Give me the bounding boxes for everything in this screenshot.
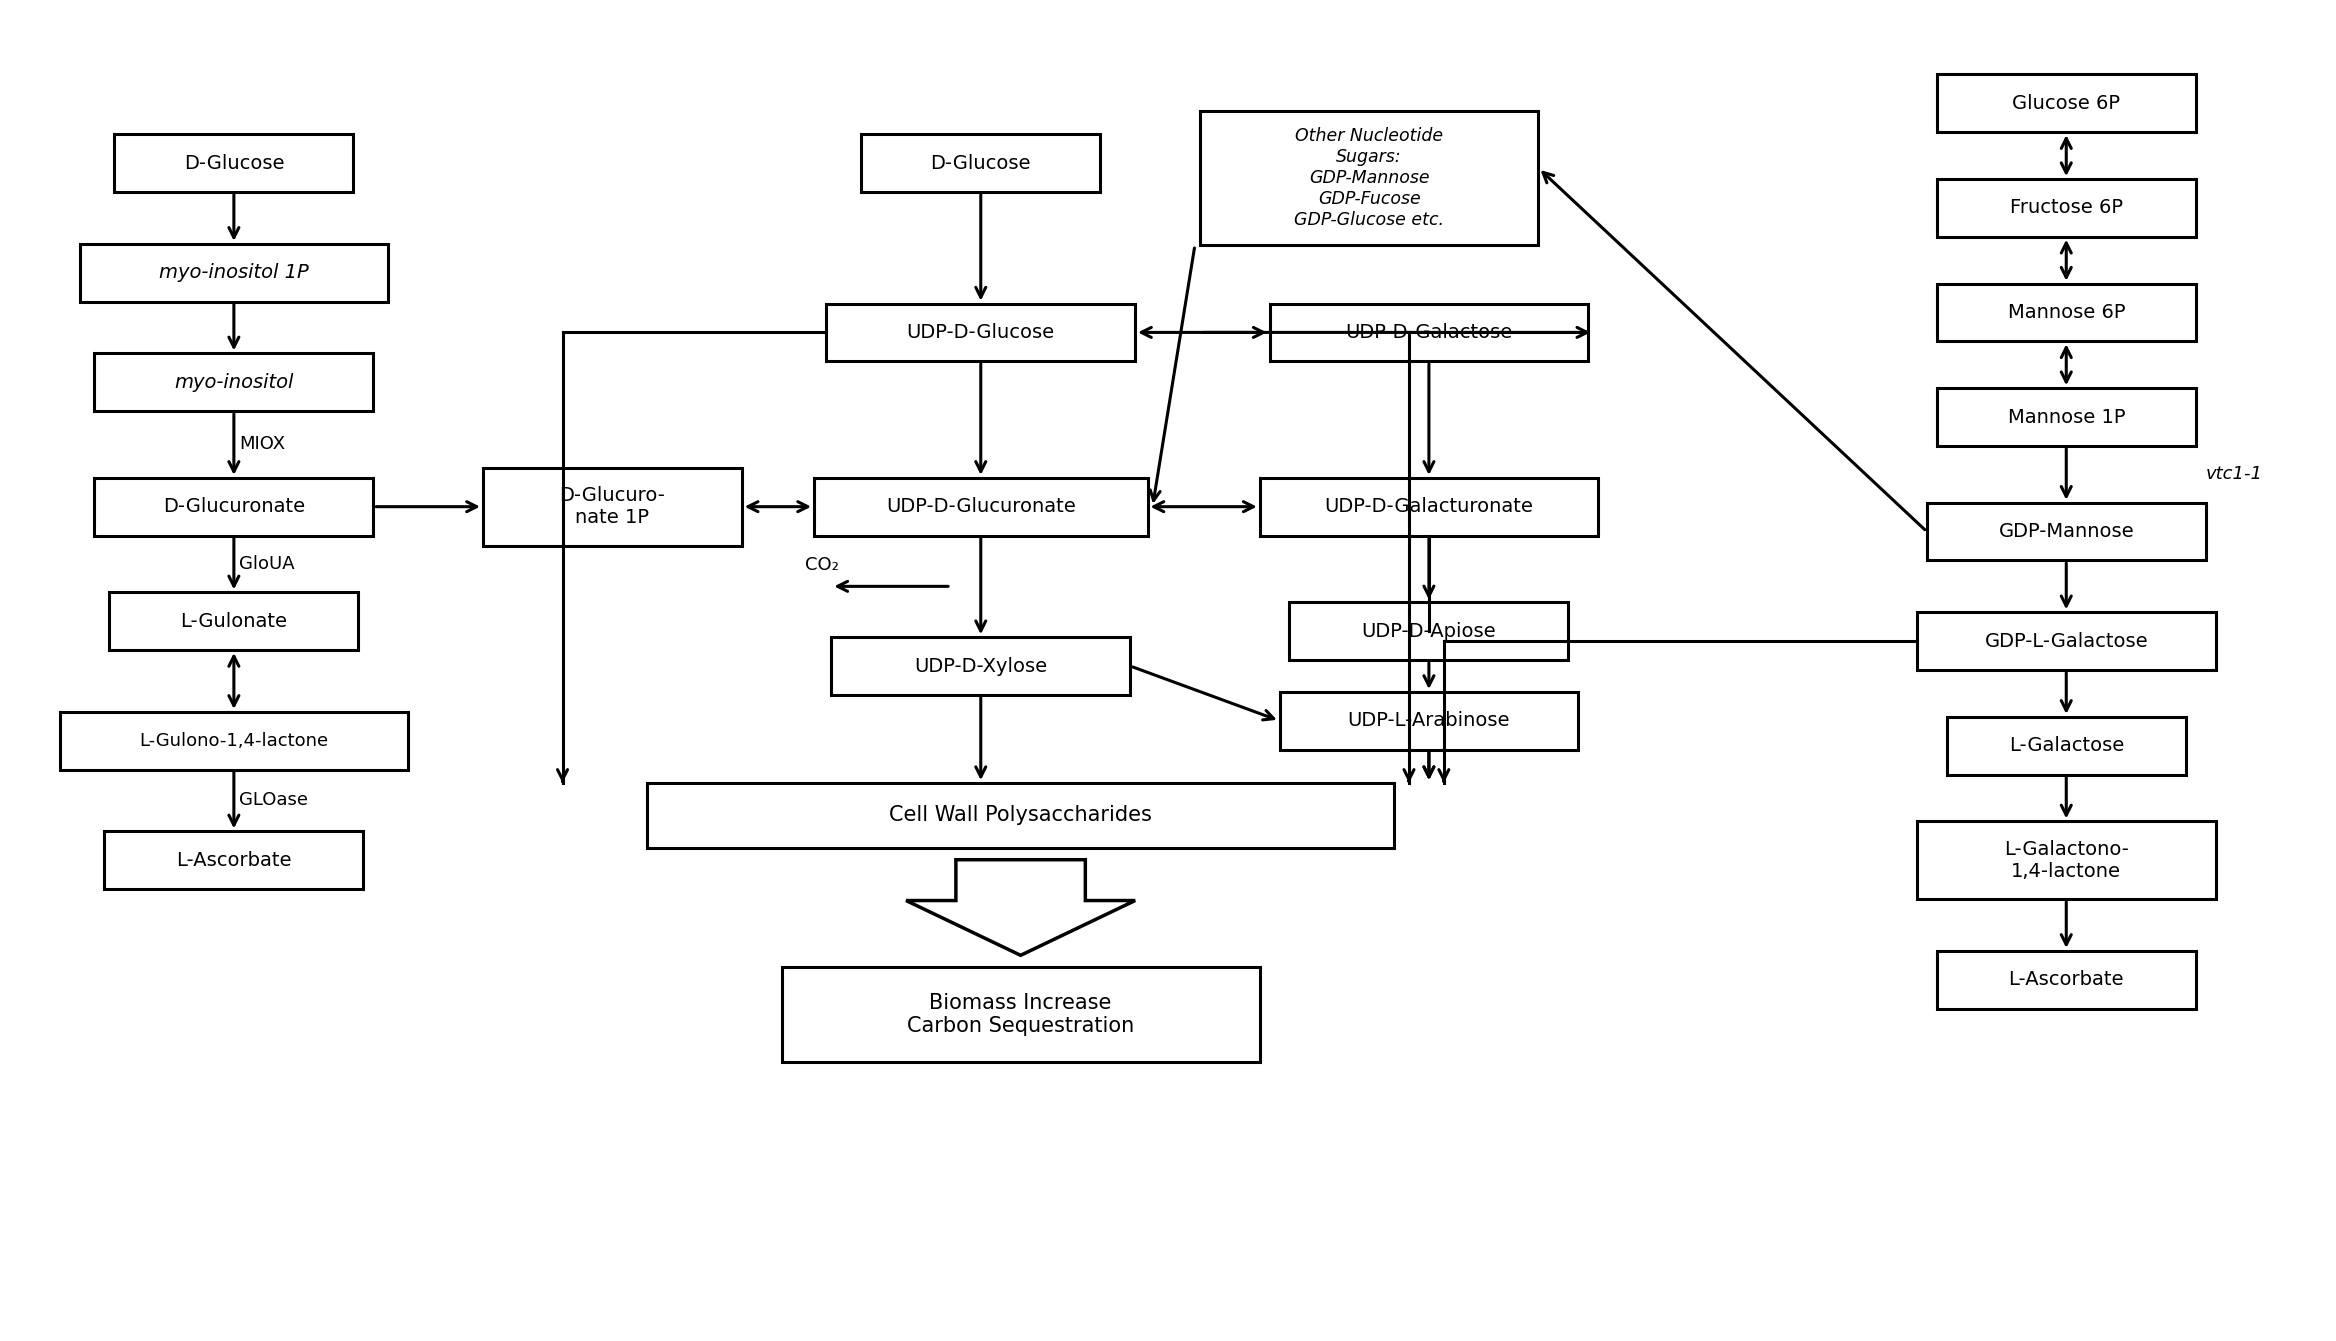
Text: myo-inositol 1P: myo-inositol 1P <box>159 263 308 282</box>
Text: UDP-D-Glucose: UDP-D-Glucose <box>906 323 1056 342</box>
Text: Fructose 6P: Fructose 6P <box>2009 198 2123 217</box>
Text: L-Gulono-1,4-lactone: L-Gulono-1,4-lactone <box>140 732 329 750</box>
Text: UDP-L-Arabinose: UDP-L-Arabinose <box>1348 711 1509 731</box>
Text: UDP-D-Apiose: UDP-D-Apiose <box>1362 622 1497 641</box>
Text: Biomass Increase
Carbon Sequestration: Biomass Increase Carbon Sequestration <box>906 992 1135 1037</box>
FancyBboxPatch shape <box>114 134 353 192</box>
FancyBboxPatch shape <box>1268 303 1588 361</box>
FancyBboxPatch shape <box>1946 717 2186 775</box>
Text: L-Galactose: L-Galactose <box>2009 736 2123 755</box>
FancyBboxPatch shape <box>813 477 1147 535</box>
FancyBboxPatch shape <box>61 712 409 770</box>
Text: D-Glucuronate: D-Glucuronate <box>164 498 306 516</box>
FancyBboxPatch shape <box>105 831 364 889</box>
FancyBboxPatch shape <box>1918 613 2215 670</box>
FancyBboxPatch shape <box>1280 692 1579 750</box>
FancyBboxPatch shape <box>1937 388 2196 447</box>
Text: GDP-Mannose: GDP-Mannose <box>2000 522 2135 540</box>
FancyBboxPatch shape <box>1927 503 2205 561</box>
FancyBboxPatch shape <box>1918 822 2215 898</box>
Text: UDP-D-Galacturonate: UDP-D-Galacturonate <box>1325 498 1532 516</box>
FancyBboxPatch shape <box>862 134 1100 192</box>
Text: L-Galactono-
1,4-lactone: L-Galactono- 1,4-lactone <box>2004 839 2128 881</box>
FancyBboxPatch shape <box>110 593 357 650</box>
Text: Other Nucleotide
Sugars:
GDP-Mannose
GDP-Fucose
GDP-Glucose etc.: Other Nucleotide Sugars: GDP-Mannose GDP… <box>1294 127 1444 229</box>
FancyBboxPatch shape <box>79 244 388 302</box>
Text: vtc1-1: vtc1-1 <box>2205 465 2264 483</box>
Text: Mannose 1P: Mannose 1P <box>2007 408 2126 426</box>
Text: Mannose 6P: Mannose 6P <box>2007 303 2126 322</box>
Text: D-Glucose: D-Glucose <box>185 154 285 173</box>
Text: GloUA: GloUA <box>238 555 294 573</box>
Text: MIOX: MIOX <box>238 436 285 453</box>
FancyBboxPatch shape <box>1289 602 1567 660</box>
Text: myo-inositol: myo-inositol <box>175 373 294 392</box>
FancyBboxPatch shape <box>1937 283 2196 342</box>
Text: GDP-L-Galactose: GDP-L-Galactose <box>1986 632 2149 650</box>
FancyBboxPatch shape <box>484 468 743 546</box>
FancyBboxPatch shape <box>1937 951 2196 1008</box>
FancyBboxPatch shape <box>827 303 1135 361</box>
FancyBboxPatch shape <box>93 353 374 412</box>
Text: UDP-D-Galactose: UDP-D-Galactose <box>1346 323 1511 342</box>
Text: L-Gulonate: L-Gulonate <box>180 611 287 630</box>
FancyBboxPatch shape <box>1201 111 1539 245</box>
Text: Cell Wall Polysaccharides: Cell Wall Polysaccharides <box>890 806 1152 826</box>
Text: CO₂: CO₂ <box>804 557 839 574</box>
FancyBboxPatch shape <box>647 783 1395 848</box>
Text: UDP-D-Glucuronate: UDP-D-Glucuronate <box>885 498 1075 516</box>
FancyBboxPatch shape <box>1937 180 2196 237</box>
FancyBboxPatch shape <box>1937 75 2196 133</box>
Polygon shape <box>906 860 1135 955</box>
Text: GLOase: GLOase <box>238 791 308 810</box>
Text: UDP-D-Xylose: UDP-D-Xylose <box>913 657 1047 676</box>
Text: Glucose 6P: Glucose 6P <box>2011 94 2121 113</box>
FancyBboxPatch shape <box>1259 477 1598 535</box>
FancyBboxPatch shape <box>832 637 1131 695</box>
FancyBboxPatch shape <box>783 967 1259 1062</box>
Text: L-Ascorbate: L-Ascorbate <box>175 850 292 870</box>
Text: D-Glucose: D-Glucose <box>930 154 1030 173</box>
FancyBboxPatch shape <box>93 477 374 535</box>
Text: L-Ascorbate: L-Ascorbate <box>2009 971 2123 990</box>
Text: D-Glucuro-
nate 1P: D-Glucuro- nate 1P <box>558 487 666 527</box>
